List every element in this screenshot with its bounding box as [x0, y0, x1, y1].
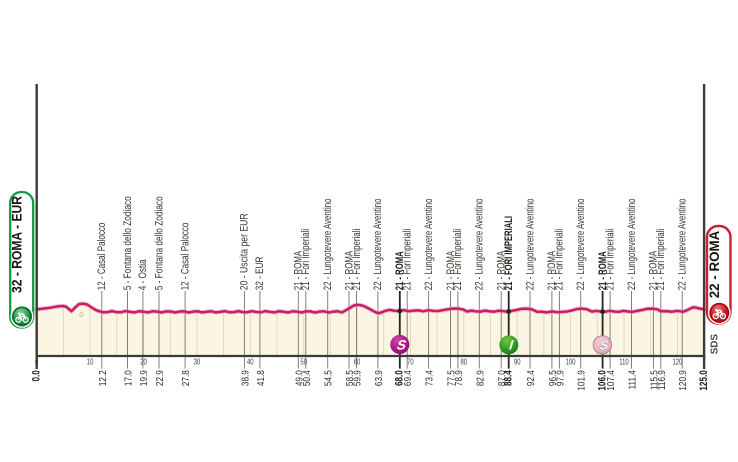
svg-text:22 - Lungotevere Aventino: 22 - Lungotevere Aventino	[677, 199, 689, 291]
svg-text:80: 80	[461, 358, 468, 367]
svg-text:101.9: 101.9	[577, 370, 588, 391]
svg-text:97.9: 97.9	[555, 370, 566, 386]
svg-text:21 - ROMA: 21 - ROMA	[546, 250, 558, 290]
svg-text:21 - Fori Imperiali: 21 - Fori Imperiali	[655, 229, 667, 291]
svg-text:49.0: 49.0	[294, 370, 305, 386]
svg-text:73.4: 73.4	[425, 370, 436, 386]
svg-text:21 - Fori Imperiali: 21 - Fori Imperiali	[604, 229, 616, 291]
svg-text:110: 110	[619, 358, 629, 367]
svg-text:27.8: 27.8	[181, 370, 192, 386]
svg-text:88.4: 88.4	[503, 370, 515, 386]
svg-text:38.9: 38.9	[240, 370, 251, 386]
svg-text:12 - Casal Palocco: 12 - Casal Palocco	[96, 223, 108, 291]
svg-text:21 - ROMA: 21 - ROMA	[496, 250, 508, 290]
svg-text:21 - ROMA: 21 - ROMA	[293, 250, 305, 290]
svg-text:0.0: 0.0	[31, 370, 43, 381]
svg-text:22 - Lungotevere Aventino: 22 - Lungotevere Aventino	[322, 199, 334, 291]
svg-text:82.9: 82.9	[475, 370, 486, 386]
svg-text:58.5: 58.5	[345, 370, 356, 386]
svg-text:21 - FORI IMPERIALI: 21 - FORI IMPERIALI	[503, 216, 515, 290]
svg-text:90: 90	[514, 358, 521, 367]
svg-text:12 - Casal Palocco: 12 - Casal Palocco	[179, 223, 191, 291]
svg-text:22 - Lungotevere Aventino: 22 - Lungotevere Aventino	[372, 199, 384, 291]
svg-text:20: 20	[140, 358, 147, 367]
svg-text:0: 0	[79, 310, 83, 319]
svg-text:21 - Fori Imperiali: 21 - Fori Imperiali	[300, 229, 312, 291]
svg-text:125.0: 125.0	[698, 370, 710, 390]
svg-text:116.9: 116.9	[657, 370, 668, 390]
svg-text:21 - ROMA: 21 - ROMA	[343, 250, 355, 290]
svg-text:87.0: 87.0	[497, 370, 508, 386]
svg-text:0: 0	[35, 358, 39, 367]
svg-text:21 - Fori Imperiali: 21 - Fori Imperiali	[402, 229, 414, 291]
svg-text:69.4: 69.4	[403, 370, 414, 386]
svg-text:30: 30	[194, 358, 201, 367]
svg-text:22.9: 22.9	[155, 370, 166, 386]
svg-text:5 - Fontana dello Zodiaco: 5 - Fontana dello Zodiaco	[122, 196, 134, 290]
svg-text:21 - Fori Imperiali: 21 - Fori Imperiali	[351, 229, 363, 291]
svg-text:50: 50	[300, 358, 307, 367]
svg-text:40: 40	[247, 358, 254, 367]
svg-text:SDS: SDS	[710, 334, 721, 355]
svg-text:115.5: 115.5	[649, 370, 660, 390]
svg-text:21 - ROMA: 21 - ROMA	[648, 250, 660, 290]
svg-text:32 - EUR: 32 - EUR	[254, 256, 266, 290]
svg-text:60: 60	[354, 358, 361, 367]
svg-text:5 - Fontana dello Zodiaco: 5 - Fontana dello Zodiaco	[153, 196, 165, 290]
svg-text:21 - ROMA: 21 - ROMA	[597, 251, 609, 290]
svg-text:12.2: 12.2	[98, 370, 109, 386]
svg-text:78.9: 78.9	[454, 370, 465, 386]
svg-text:32 - ROMA - EUR: 32 - ROMA - EUR	[10, 196, 25, 293]
svg-text:96.5: 96.5	[548, 370, 559, 386]
svg-text:17.0: 17.0	[124, 370, 135, 386]
svg-text:21 - ROMA: 21 - ROMA	[445, 250, 457, 290]
svg-text:4 - Ostia: 4 - Ostia	[137, 259, 149, 290]
svg-text:22 - Lungotevere Aventino: 22 - Lungotevere Aventino	[626, 199, 638, 291]
svg-text:21 - ROMA: 21 - ROMA	[394, 251, 406, 290]
svg-text:92.4: 92.4	[526, 370, 537, 386]
svg-text:22 - Lungotevere Aventino: 22 - Lungotevere Aventino	[423, 198, 435, 290]
svg-text:22 - Lungotevere Aventino: 22 - Lungotevere Aventino	[474, 198, 486, 290]
svg-text:120.9: 120.9	[678, 370, 689, 391]
svg-text:70: 70	[407, 358, 414, 367]
svg-text:19.9: 19.9	[139, 370, 150, 386]
svg-text:120: 120	[672, 358, 682, 367]
svg-text:22 - ROMA: 22 - ROMA	[707, 231, 722, 299]
svg-text:22 - Lungotevere Aventino: 22 - Lungotevere Aventino	[575, 199, 587, 291]
svg-text:22 - Lungotevere Aventino: 22 - Lungotevere Aventino	[524, 199, 536, 291]
svg-text:106.0: 106.0	[597, 370, 609, 390]
svg-text:100: 100	[566, 358, 576, 367]
svg-text:54.5: 54.5	[324, 370, 335, 386]
svg-text:21 - Fori Imperiali: 21 - Fori Imperiali	[452, 229, 464, 291]
svg-text:68.0: 68.0	[394, 370, 406, 386]
svg-text:41.8: 41.8	[256, 370, 267, 386]
svg-text:107.4: 107.4	[606, 370, 617, 391]
svg-text:77.5: 77.5	[447, 370, 458, 386]
svg-text:59.9: 59.9	[353, 370, 364, 386]
svg-text:I: I	[507, 337, 516, 353]
svg-text:50.4: 50.4	[302, 370, 313, 386]
svg-text:20 - Uscita per EUR: 20 - Uscita per EUR	[239, 213, 251, 290]
svg-text:111.4: 111.4	[628, 370, 639, 389]
svg-text:10: 10	[87, 358, 94, 367]
svg-text:21 - Fori Imperiali: 21 - Fori Imperiali	[554, 229, 566, 291]
svg-text:63.9: 63.9	[374, 370, 385, 386]
